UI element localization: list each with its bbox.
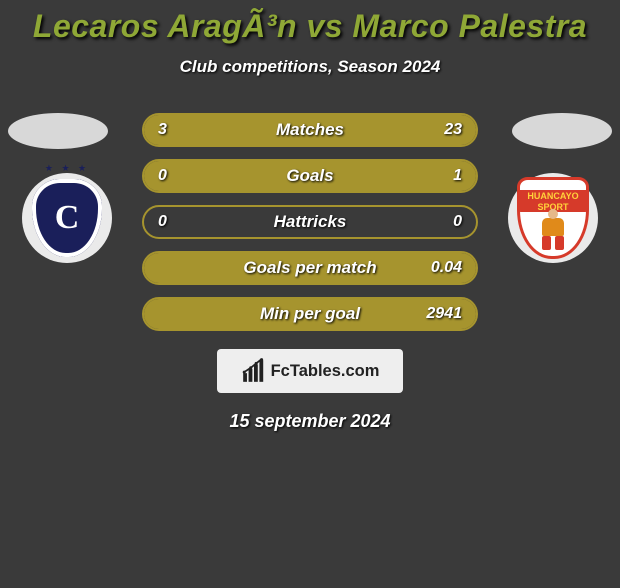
stat-bar: Goals per match0.04 bbox=[142, 251, 478, 285]
mascot-icon bbox=[542, 218, 564, 250]
brand-box: FcTables.com bbox=[217, 349, 403, 393]
stat-bar: Goals0 1 bbox=[142, 159, 478, 193]
stat-value-right: 1 bbox=[453, 161, 462, 191]
subtitle: Club competitions, Season 2024 bbox=[0, 57, 620, 77]
stat-value-right: 23 bbox=[444, 115, 462, 145]
stat-value-right: 2941 bbox=[426, 299, 462, 329]
stat-value-right: 0 bbox=[453, 207, 462, 237]
brand-label: FcTables.com bbox=[271, 362, 380, 381]
stat-label: Hattricks bbox=[144, 207, 476, 237]
stat-label: Matches bbox=[144, 115, 476, 145]
shield-icon bbox=[32, 179, 102, 257]
stat-value-left: 0 bbox=[158, 207, 167, 237]
player-photo-left bbox=[8, 113, 108, 149]
stat-bars: Matches323Goals01Hattricks00Goals per ma… bbox=[142, 113, 478, 331]
page-title: Lecaros AragÃ³n vs Marco Palestra bbox=[0, 8, 620, 45]
date-label: 15 september 2024 bbox=[0, 411, 620, 432]
club-badge-right: HUANCAYO SPORT bbox=[508, 173, 598, 263]
stat-bar: Matches3 23 bbox=[142, 113, 478, 147]
player-photo-right bbox=[512, 113, 612, 149]
chart-icon bbox=[241, 358, 267, 384]
stat-label: Goals per match bbox=[144, 253, 476, 283]
stars-icon: ★ ★ ★ bbox=[22, 163, 112, 174]
stat-value-left: 0 bbox=[158, 161, 167, 191]
shield-icon: HUANCAYO SPORT bbox=[517, 177, 589, 259]
stats-area: ★ ★ ★ HUANCAYO SPORT Matches323Goals01Ha… bbox=[0, 113, 620, 331]
stat-bar: Hattricks0 0 bbox=[142, 205, 478, 239]
stat-label: Goals bbox=[144, 161, 476, 191]
stat-value-left: 3 bbox=[158, 115, 167, 145]
stat-bar: Min per goal2941 bbox=[142, 297, 478, 331]
stat-value-right: 0.04 bbox=[431, 253, 462, 283]
club-badge-left: ★ ★ ★ bbox=[22, 173, 112, 263]
